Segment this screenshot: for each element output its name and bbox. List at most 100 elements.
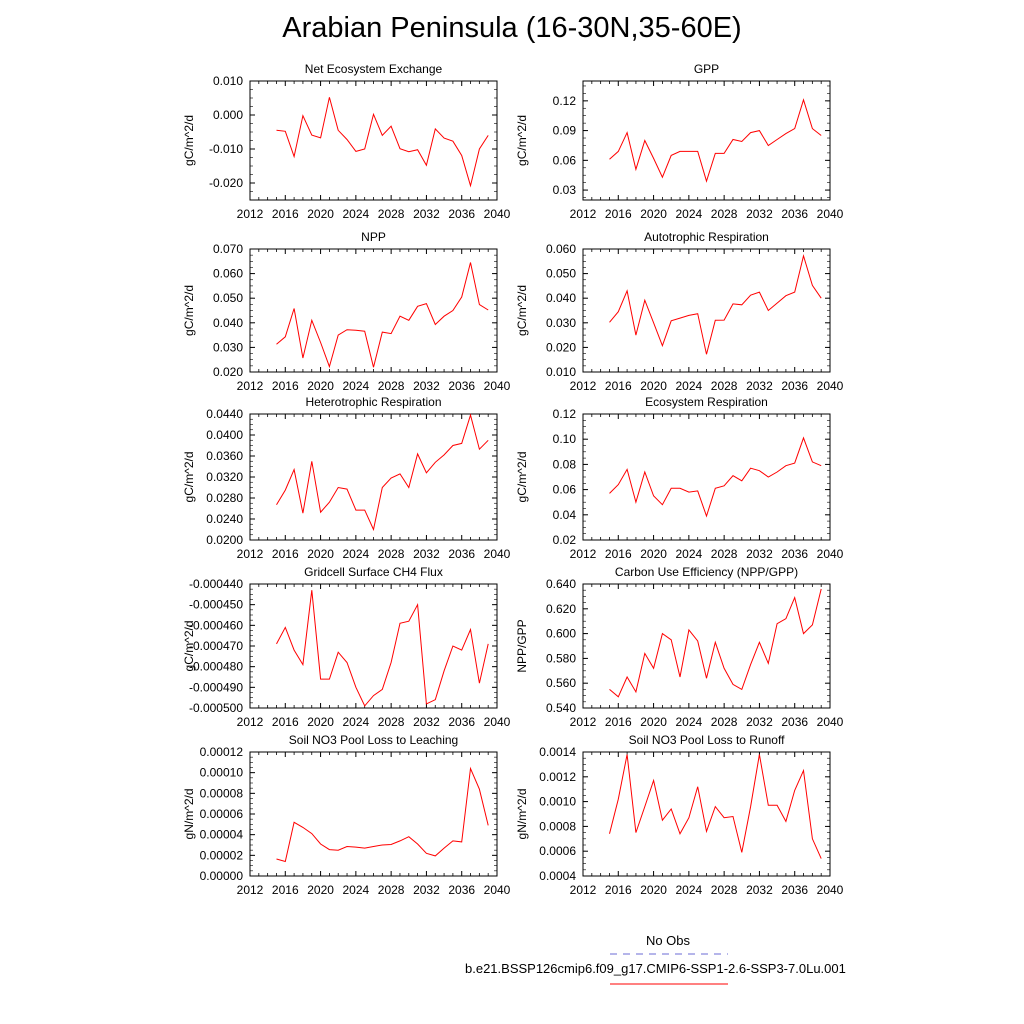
panel-3-xtick-label: 2024 [343,379,370,393]
panel-9-ytick-label: 0.00006 [200,807,244,821]
panel-9-ytick-label: 0.00004 [200,828,244,842]
panel-5-ytick-label: 0.0280 [206,491,243,505]
panel-9-title: Soil NO3 Pool Loss to Leaching [289,733,458,747]
panel-8-ytick-label: 0.560 [546,676,576,690]
panel-4-ytick-label: 0.050 [546,267,576,281]
panel-4-ytick-label: 0.030 [546,316,576,330]
panel-8-xtick-label: 2028 [711,715,738,729]
panel-3-xtick-label: 2040 [484,379,511,393]
panel-3-xtick-label: 2016 [272,379,299,393]
panel-9-xtick-label: 2036 [448,883,475,897]
panel-5-xtick-label: 2032 [413,547,440,561]
panel-2-xtick-label: 2016 [605,207,632,221]
panel-7-xtick-label: 2040 [484,715,511,729]
panel-10-ytick-label: 0.0008 [539,819,576,833]
panel-3-xtick-label: 2032 [413,379,440,393]
panel-9-ylabel: gN/m^2/d [182,789,196,840]
panel-3-xtick-label: 2036 [448,379,475,393]
panel-8-xtick-label: 2024 [676,715,703,729]
panel-6-xtick-label: 2028 [711,547,738,561]
figure-title: Arabian Peninsula (16-30N,35-60E) [282,12,742,44]
panel-1-series-line [276,97,489,188]
panel-9-ytick-label: 0.00002 [200,848,244,862]
panel-1-xtick-label: 2036 [448,207,475,221]
panel-3-series-line [276,262,489,369]
legend-model-label: b.e21.BSSP126cmip6.f09_g17.CMIP6-SSP1-2.… [465,961,846,976]
panel-1-xtick-label: 2040 [484,207,511,221]
panel-4-xtick-label: 2032 [746,379,773,393]
panel-6-ytick-label: 0.06 [553,483,577,497]
panel-9-ytick-label: 0.00000 [200,869,244,883]
panel-4-ytick-label: 0.020 [546,340,576,354]
panel-9-ytick-label: 0.00008 [200,786,244,800]
panel-7-series-line [276,590,489,707]
panel-2-xtick-label: 2028 [711,207,738,221]
panel-8-title: Carbon Use Efficiency (NPP/GPP) [615,565,798,579]
panel-10-xtick-label: 2016 [605,883,632,897]
panel-3-ytick-label: 0.070 [213,242,243,256]
panel-8-series-line [609,588,822,698]
panel-1-ylabel: gC/m^2/d [182,115,196,166]
panel-10-xtick-label: 2032 [746,883,773,897]
panel-1-ytick-label: -0.020 [209,176,243,190]
panel-3-xtick-label: 2028 [378,379,405,393]
panel-4-series-line [609,253,822,355]
panel-1-xtick-label: 2016 [272,207,299,221]
panel-5-ylabel: gC/m^2/d [182,452,196,503]
panel-1-title: Net Ecosystem Exchange [305,62,443,76]
panel-4-xtick-label: 2040 [817,379,844,393]
panel-7-ytick-label: -0.000500 [189,701,243,715]
panel-1-xtick-label: 2012 [237,207,264,221]
panel-3-title: NPP [361,230,386,244]
panel-8-ytick-label: 0.540 [546,701,576,715]
panel-6-xtick-label: 2024 [676,547,703,561]
panel-6-xtick-label: 2016 [605,547,632,561]
panel-8-ytick-label: 0.580 [546,651,576,665]
panel-7-ytick-label: -0.000440 [189,577,243,591]
panel-7-xtick-label: 2028 [378,715,405,729]
panel-5-xtick-label: 2020 [307,547,334,561]
panel-6-frame [582,413,831,541]
panel-8-ylabel: NPP/GPP [515,619,529,672]
panel-9-ytick-label: 0.00010 [200,766,244,780]
panel-3-ytick-label: 0.050 [213,291,243,305]
panel-3-ytick-label: 0.060 [213,267,243,281]
panel-7-ytick-label: -0.000470 [189,639,243,653]
panel-3-frame [249,248,498,373]
panel-2-ytick-label: 0.06 [553,153,577,167]
panel-7-frame [249,583,498,709]
panel-2-xtick-label: 2020 [640,207,667,221]
panel-4-title: Autotrophic Respiration [644,230,769,244]
panel-8-xtick-label: 2036 [781,715,808,729]
panel-3-ytick-label: 0.040 [213,316,243,330]
panel-6-ytick-label: 0.08 [553,457,577,471]
panel-4-xtick-label: 2036 [781,379,808,393]
panel-2-xtick-label: 2032 [746,207,773,221]
panel-9-xtick-label: 2032 [413,883,440,897]
panel-6-xtick-label: 2012 [570,547,597,561]
panel-7-xtick-label: 2024 [343,715,370,729]
panel-10-frame [582,751,831,877]
panel-5-ytick-label: 0.0400 [206,428,243,442]
panel-4-xtick-label: 2028 [711,379,738,393]
panel-6-xtick-label: 2032 [746,547,773,561]
panel-1-ytick-label: 0.000 [213,108,243,122]
panel-9-xtick-label: 2012 [237,883,264,897]
panel-6-xtick-label: 2020 [640,547,667,561]
panel-1-xtick-label: 2020 [307,207,334,221]
panel-1-ytick-label: 0.010 [213,74,243,88]
panel-7-ytick-label: -0.000460 [189,618,243,632]
panel-6-ytick-label: 0.10 [553,432,577,446]
panel-4-ytick-label: 0.060 [546,242,576,256]
panel-6-xtick-label: 2036 [781,547,808,561]
panel-9-xtick-label: 2016 [272,883,299,897]
panel-5-title: Heterotrophic Respiration [305,395,441,409]
panel-2-xtick-label: 2024 [676,207,703,221]
panel-1-frame [249,80,498,201]
panel-4-xtick-label: 2020 [640,379,667,393]
panel-7-xtick-label: 2012 [237,715,264,729]
panel-5-xtick-label: 2024 [343,547,370,561]
panel-5-xtick-label: 2036 [448,547,475,561]
panel-2-ylabel: gC/m^2/d [515,115,529,166]
